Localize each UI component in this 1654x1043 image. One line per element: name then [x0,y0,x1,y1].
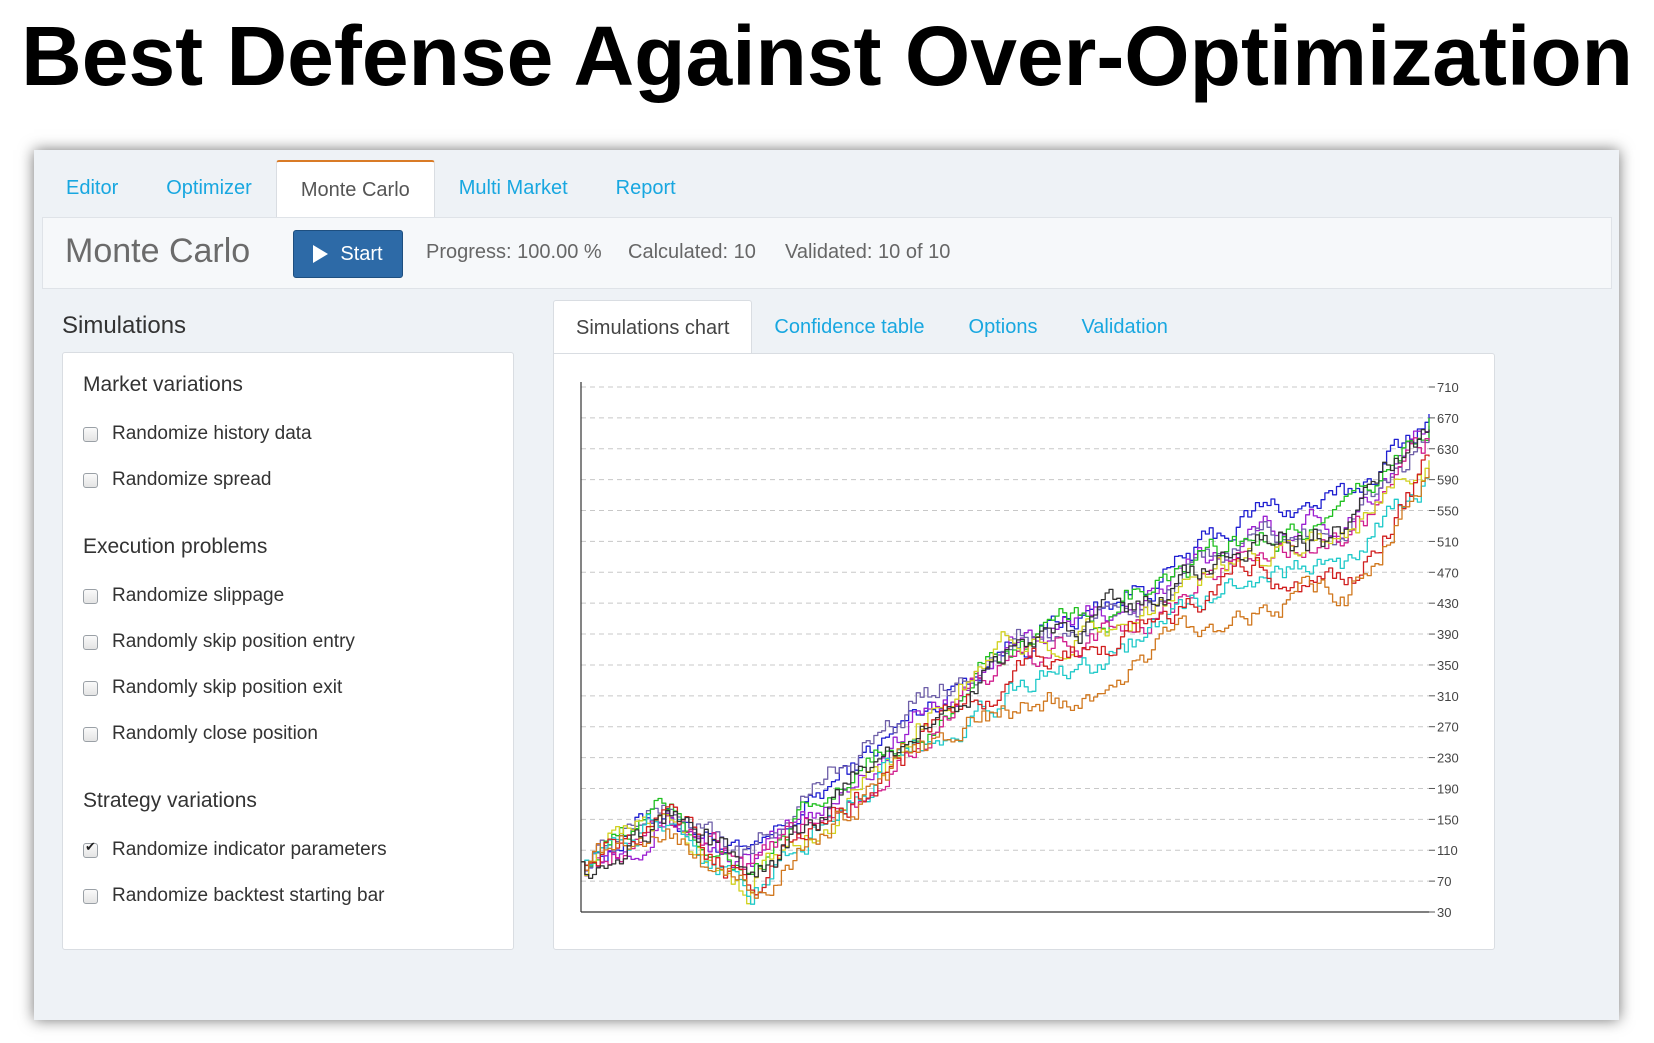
tab-simulations-chart[interactable]: Simulations chart [553,300,753,356]
tab-monte-carlo[interactable]: Monte Carlo [275,160,435,217]
checkbox-randomly-skip-position-exit[interactable] [83,680,98,696]
validated-status: Validated: 10 of 10 [785,241,951,263]
checkbox-randomize-backtest-starting-bar[interactable] [83,888,98,904]
y-tick-label: 110 [1437,843,1458,858]
simulations-title: Simulations [62,312,187,339]
calculated-status: Calculated: 10 [628,241,756,263]
chart-tabs: Simulations chart Confidence table Options… [553,300,1190,356]
option-label: Randomly close position [112,723,318,744]
y-tick-label: 270 [1437,720,1459,735]
y-tick-label: 350 [1437,658,1459,673]
tab-options[interactable]: Options [968,316,1038,338]
play-icon [313,245,329,263]
checkbox-randomize-indicator-parameters[interactable] [83,840,98,858]
option-randomly-skip-position-exit[interactable]: Randomly skip position exit [83,677,342,699]
main-tabs: Editor Optimizer Monte Carlo Multi Market Re… [42,160,700,218]
checkbox-randomize-spread[interactable] [83,472,98,488]
checkbox-randomize-history-data[interactable] [83,426,98,442]
option-randomize-indicator-parameters[interactable]: Randomize indicator parameters [83,839,387,861]
checkbox-randomly-skip-position-entry[interactable] [83,634,98,650]
y-tick-label: 710 [1437,380,1459,395]
start-button-label: Start [340,242,383,265]
tab-optimizer[interactable]: Optimizer [166,177,252,199]
y-tick-label: 230 [1437,751,1459,766]
option-randomize-slippage[interactable]: Randomize slippage [83,585,284,607]
y-tick-label: 470 [1437,565,1459,580]
tab-multi-market[interactable]: Multi Market [458,177,568,199]
y-tick-label: 150 [1437,812,1459,827]
option-randomize-spread[interactable]: Randomize spread [83,469,271,491]
option-randomize-backtest-starting-bar[interactable]: Randomize backtest starting bar [83,885,384,907]
tab-editor[interactable]: Editor [66,177,119,199]
y-tick-label: 190 [1437,781,1459,796]
y-tick-label: 430 [1437,596,1459,611]
page-title: Monte Carlo [65,232,251,270]
tab-validation[interactable]: Validation [1081,316,1168,338]
app-window: Editor Optimizer Monte Carlo Multi Market Re… [34,150,1619,1020]
tab-report[interactable]: Report [615,177,676,199]
series-line-0 [581,414,1430,872]
headline: Best Defense Against Over-Optimization [21,8,1633,103]
checkbox-randomly-close-position[interactable] [83,726,98,742]
y-tick-label: 590 [1437,473,1459,488]
group-title-strategy-variations: Strategy variations [83,789,257,812]
chart-panel: 710 670 630 590 550 510 470 430 390 350 310 270 230 1… [553,353,1495,950]
option-randomly-close-position[interactable]: Randomly close position [83,723,318,745]
y-tick-label: 70 [1437,874,1451,889]
option-label: Randomize indicator parameters [112,839,387,860]
option-label: Randomize slippage [112,585,285,606]
series-line-9 [581,428,1430,879]
simulations-chart: 710 670 630 590 550 510 470 430 390 350 310 270 230 1… [580,380,1459,920]
y-tick-label: 310 [1437,689,1459,704]
option-label: Randomize backtest starting bar [112,885,385,906]
option-label: Randomly skip position exit [112,677,343,698]
tab-confidence-table[interactable]: Confidence table [774,316,925,338]
option-label: Randomize spread [112,469,272,490]
y-tick-label: 390 [1437,627,1459,642]
group-title-market-variations: Market variations [83,373,243,396]
simulations-panel: Market variations Randomize history data R… [62,352,514,950]
checkbox-randomize-slippage[interactable] [83,588,98,604]
start-button[interactable]: Start [293,230,403,278]
y-tick-label: 30 [1437,905,1451,920]
y-tick-label: 510 [1437,534,1459,549]
toolbar: Monte Carlo Start Progress: 100.00 % Cal… [42,217,1612,289]
option-label: Randomly skip position entry [112,631,355,652]
y-tick-label: 630 [1437,442,1459,457]
series-line-8 [581,468,1430,899]
option-label: Randomize history data [112,423,312,444]
option-randomly-skip-position-entry[interactable]: Randomly skip position entry [83,631,355,653]
y-tick-label: 550 [1437,504,1459,519]
option-randomize-history-data[interactable]: Randomize history data [83,423,312,445]
group-title-execution-problems: Execution problems [83,535,268,558]
y-tick-label: 670 [1437,411,1459,426]
progress-status: Progress: 100.00 % [426,241,602,263]
